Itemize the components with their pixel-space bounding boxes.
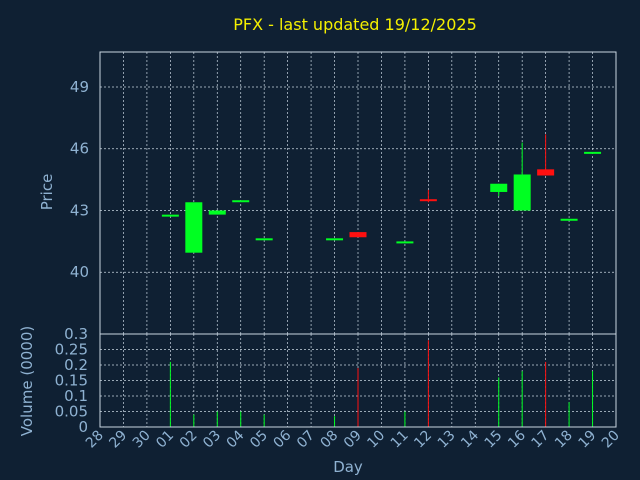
candle <box>349 232 367 238</box>
candle <box>185 202 203 253</box>
candle <box>419 189 437 203</box>
volume-plot-frame <box>99 333 617 428</box>
candle-body <box>161 214 179 217</box>
price-tick-label: 40 <box>70 263 89 281</box>
candle-body <box>513 174 531 211</box>
candle-body <box>419 199 437 202</box>
volume-axis-label: Volume (0000) <box>18 326 36 436</box>
candle-body <box>255 238 273 241</box>
candle-body <box>584 151 602 154</box>
candle-body <box>560 218 578 221</box>
volume-tick-label: 0.1 <box>64 387 88 405</box>
candle-body <box>232 200 250 203</box>
candle-body <box>326 238 344 241</box>
price-axis-label: Price <box>38 174 56 211</box>
chart-title: PFX - last updated 19/12/2025 <box>233 15 477 34</box>
candle <box>208 210 226 215</box>
volume-tick-label: 0.25 <box>55 341 88 359</box>
x-axis: 28 29 30 01 02 03 04 05 06 07 08 09 10 11 12 13 14 15 16 17… <box>83 427 623 451</box>
volume-tick-label: 0.2 <box>64 356 88 374</box>
volume-tick-label: 0.15 <box>55 372 88 390</box>
candle <box>560 218 578 221</box>
candle <box>513 142 531 211</box>
candle <box>584 151 602 154</box>
candle-body <box>208 210 226 215</box>
candle-body <box>349 232 367 238</box>
volume-panel: 00.050.10.150.20.250.3 <box>55 325 617 436</box>
candle-body <box>185 202 203 253</box>
price-tick-label: 46 <box>70 140 89 158</box>
candle-body <box>396 241 414 244</box>
candle <box>255 238 273 241</box>
price-tick-label: 43 <box>70 201 89 219</box>
x-axis-label: Day <box>333 458 363 476</box>
candle <box>490 183 508 197</box>
candle <box>396 241 414 244</box>
candle <box>232 200 250 203</box>
price-tick-label: 49 <box>70 78 89 96</box>
candle <box>161 214 179 217</box>
volume-tick-label: 0.05 <box>55 403 88 421</box>
candle <box>537 134 555 176</box>
volume-tick-label: 0.3 <box>64 325 88 343</box>
candle-body <box>490 183 508 192</box>
volume-tick-label: 0 <box>78 418 88 436</box>
candle-body <box>537 169 555 176</box>
candle <box>326 238 344 241</box>
